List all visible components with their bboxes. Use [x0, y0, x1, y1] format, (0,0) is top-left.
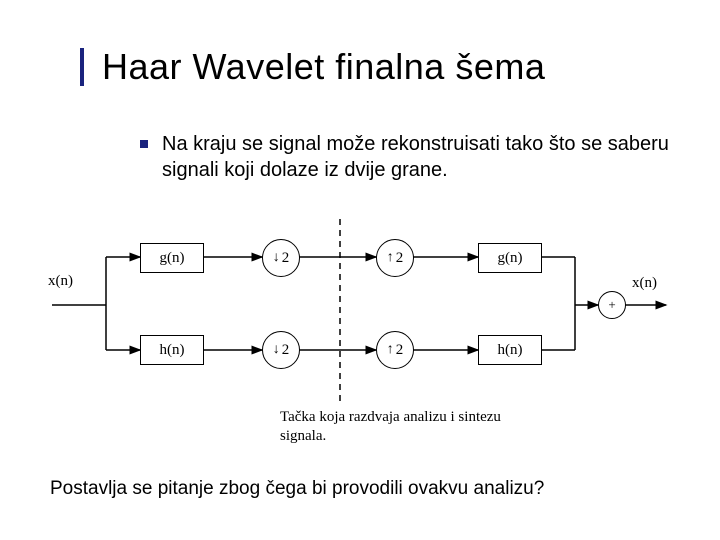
- factor-label: 2: [282, 250, 290, 267]
- box-label: h(n): [498, 342, 523, 359]
- diagram-caption: Tačka koja razdvaja analizu i sintezu si…: [280, 408, 510, 446]
- arrow-down-icon: ↓: [273, 250, 280, 266]
- factor-label: 2: [282, 342, 290, 359]
- downsample-circle-bottom: ↓2: [262, 331, 300, 369]
- box-label: h(n): [160, 342, 185, 359]
- arrow-up-icon: ↑: [387, 250, 394, 266]
- factor-label: 2: [396, 250, 404, 267]
- upsample-circle-bottom: ↑2: [376, 331, 414, 369]
- box-label: g(n): [498, 250, 523, 267]
- factor-label: 2: [396, 342, 404, 359]
- arrow-down-icon: ↓: [273, 342, 280, 358]
- filter-box-h-synthesis: h(n): [478, 335, 542, 365]
- bullet-square-icon: [140, 140, 148, 148]
- arrow-up-icon: ↑: [387, 342, 394, 358]
- footer-question: Postavlja se pitanje zbog čega bi provod…: [50, 478, 670, 500]
- slide: Haar Wavelet finalna šema Na kraju se si…: [0, 0, 720, 540]
- upsample-circle-top: ↑2: [376, 239, 414, 277]
- filter-box-g-synthesis: g(n): [478, 243, 542, 273]
- plus-label: +: [608, 297, 615, 313]
- filter-box-g-analysis: g(n): [140, 243, 204, 273]
- downsample-circle-top: ↓2: [262, 239, 300, 277]
- box-label: g(n): [160, 250, 185, 267]
- bullet-block: Na kraju se signal može rekonstruisati t…: [140, 132, 670, 183]
- block-diagram: x(n) x(n) g(n) h(n) g(n) h(n) ↓2 ↓2 ↑2 ↑…: [50, 225, 670, 395]
- slide-title: Haar Wavelet finalna šema: [102, 48, 545, 86]
- title-bar: Haar Wavelet finalna šema: [80, 48, 545, 86]
- bullet-text: Na kraju se signal može rekonstruisati t…: [162, 132, 670, 183]
- summing-node: +: [598, 291, 626, 319]
- filter-box-h-analysis: h(n): [140, 335, 204, 365]
